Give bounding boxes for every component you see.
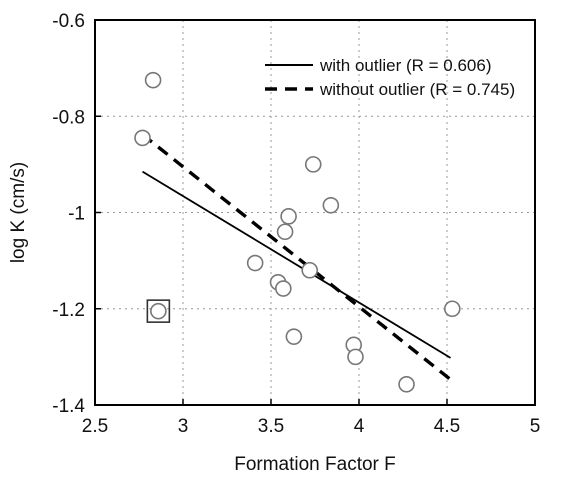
x-tick-label: 4.5 bbox=[434, 416, 460, 437]
x-tick-label: 5 bbox=[530, 416, 541, 437]
y-tick-label: -0.8 bbox=[52, 107, 85, 128]
outlier-marker bbox=[146, 299, 171, 323]
grid-lines bbox=[95, 20, 535, 405]
data-point bbox=[144, 71, 162, 89]
regression-lines bbox=[141, 133, 452, 381]
fit-line-with-outlier bbox=[142, 170, 451, 359]
data-point bbox=[280, 208, 297, 225]
y-tick-label: -1.2 bbox=[52, 300, 85, 321]
x-tick-label: 4 bbox=[354, 416, 365, 437]
legend: with outlier (R = 0.606) without outlier… bbox=[265, 56, 515, 99]
y-axis-label: log K (cm/s) bbox=[8, 162, 29, 263]
x-tick-label: 2.5 bbox=[82, 416, 108, 437]
data-point bbox=[322, 196, 340, 214]
data-point bbox=[285, 328, 303, 345]
data-point bbox=[347, 348, 364, 366]
data-point bbox=[398, 376, 415, 393]
y-tick-label: -1 bbox=[68, 204, 85, 225]
x-tick-labels: 2.5 3 3.5 4 4.5 5 bbox=[82, 399, 541, 437]
data-points bbox=[134, 71, 461, 393]
data-point bbox=[150, 302, 167, 320]
y-tick-labels: -0.6 -0.8 -1 -1.2 -1.4 bbox=[52, 11, 101, 417]
x-tick-label: 3 bbox=[178, 416, 189, 437]
x-tick-label: 3.5 bbox=[258, 416, 284, 437]
y-tick-label: -1.4 bbox=[52, 396, 85, 417]
data-point bbox=[134, 129, 151, 147]
x-axis-label: Formation Factor F bbox=[234, 454, 396, 475]
data-point bbox=[275, 280, 292, 297]
legend-label-without-outlier: without outlier (R = 0.745) bbox=[319, 80, 515, 99]
data-point bbox=[443, 300, 461, 318]
fit-line-without-outlier bbox=[141, 133, 452, 381]
data-point bbox=[246, 254, 264, 272]
data-point bbox=[304, 156, 322, 173]
y-tick-label: -0.6 bbox=[52, 11, 85, 32]
data-point bbox=[276, 223, 294, 241]
legend-label-with-outlier: with outlier (R = 0.606) bbox=[319, 56, 492, 75]
data-point bbox=[301, 261, 319, 279]
